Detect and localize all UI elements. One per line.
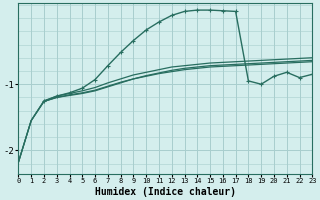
X-axis label: Humidex (Indice chaleur): Humidex (Indice chaleur) [95, 186, 236, 197]
